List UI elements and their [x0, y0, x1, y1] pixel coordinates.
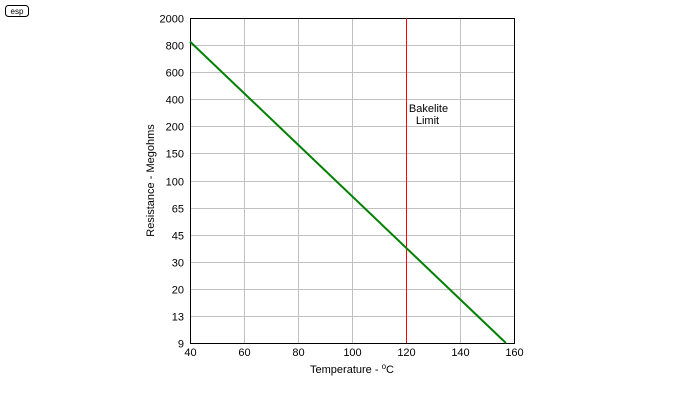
bakelite-limit-label-line2: Limit: [416, 115, 439, 127]
x-axis-label: Temperature - oC: [310, 362, 394, 376]
y-tick-label: 600: [166, 68, 184, 80]
y-tick-label: 800: [166, 41, 184, 53]
y-tick-label: 200: [166, 122, 184, 134]
bakelite-limit-label-line1: Bakelite: [409, 103, 448, 115]
y-tick-label: 30: [172, 258, 184, 270]
y-tick-label: 2000: [160, 14, 184, 26]
x-tick-label: 120: [397, 347, 415, 359]
y-tick-label: 150: [166, 149, 184, 161]
x-tick-label: 60: [238, 347, 250, 359]
y-tick-label: 45: [172, 231, 184, 243]
x-axis-unit: C: [386, 364, 394, 376]
x-tick-label: 100: [343, 347, 361, 359]
x-tick-label: 140: [451, 347, 469, 359]
y-axis-label: Resistance - Megohms: [145, 124, 157, 237]
x-tick-label: 80: [292, 347, 304, 359]
y-tick-label: 13: [172, 312, 184, 324]
y-tick-label: 400: [166, 95, 184, 107]
x-axis-unit-degree: o: [382, 362, 387, 371]
y-tick-labels: 9 13 20 30 45 65 100 150 200 400 600 800 2000: [160, 14, 184, 351]
x-tick-label: 40: [184, 347, 196, 359]
y-tick-label: 100: [166, 177, 184, 189]
y-tick-label: 20: [172, 285, 184, 297]
series-layer: [189, 40, 507, 344]
y-tick-label: 65: [172, 204, 184, 216]
resistance-series-line: [189, 40, 507, 344]
grid: [190, 18, 515, 344]
y-tick-label: 9: [178, 339, 184, 351]
x-tick-label: 160: [505, 347, 523, 359]
esp-logo-text: esp: [11, 7, 24, 16]
esp-logo: esp: [5, 5, 29, 17]
x-tick-labels: 40 60 80 100 120 140 160: [184, 347, 523, 359]
x-axis-label-text: Temperature -: [310, 364, 382, 376]
plot-border: [190, 18, 515, 344]
